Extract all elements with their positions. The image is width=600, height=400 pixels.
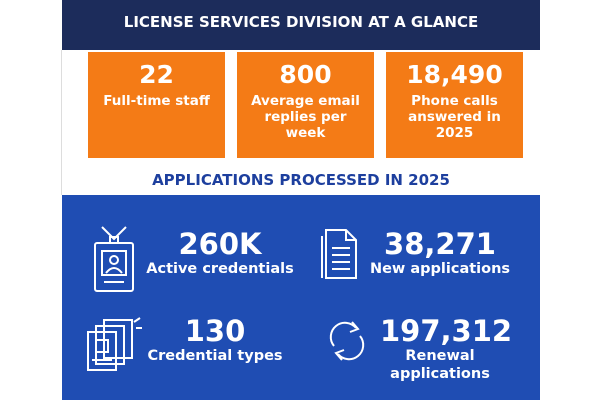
stat-label: Full-time staff [103,93,210,109]
stat-box: 800 Average email replies per week [237,52,374,158]
stat: 260K Active credentials [140,228,300,278]
stat-number: 130 [184,314,246,348]
stat-box: 22 Full-time staff [88,52,225,158]
title: LICENSE SERVICES DIVISION AT A GLANCE [123,13,479,31]
stat-label: New applications [369,261,511,277]
section-band [62,195,540,400]
document-icon [321,229,357,279]
stat-label: Phone calls answered in 2025 [408,93,501,141]
header-band [62,0,540,50]
stat-label: Active credentials [146,261,294,277]
stat-label: Renewal applications [390,348,490,382]
stat-box: 18,490 Phone calls answered in 2025 [386,52,523,158]
stat-number: 800 [279,60,332,89]
stat: 197,312 Renewal applications [380,314,513,383]
stat-number: 260K [178,227,262,261]
stat-number: 38,271 [384,227,496,261]
stat-number: 22 [139,60,174,89]
section-heading: APPLICATIONS PROCESSED IN 2025 [152,171,450,189]
stat-number: 197,312 [380,314,513,348]
stat-number: 18,490 [406,60,503,89]
stat-label: Credential types [147,348,283,364]
renew-icon [329,321,365,361]
stat: 38,271 New applications [365,228,515,278]
edge-line [61,50,62,195]
stat: 130 Credential types [145,315,285,365]
badge-icon [94,226,134,292]
cards-icon [87,317,142,371]
stat-label: Average email replies per week [251,93,360,141]
